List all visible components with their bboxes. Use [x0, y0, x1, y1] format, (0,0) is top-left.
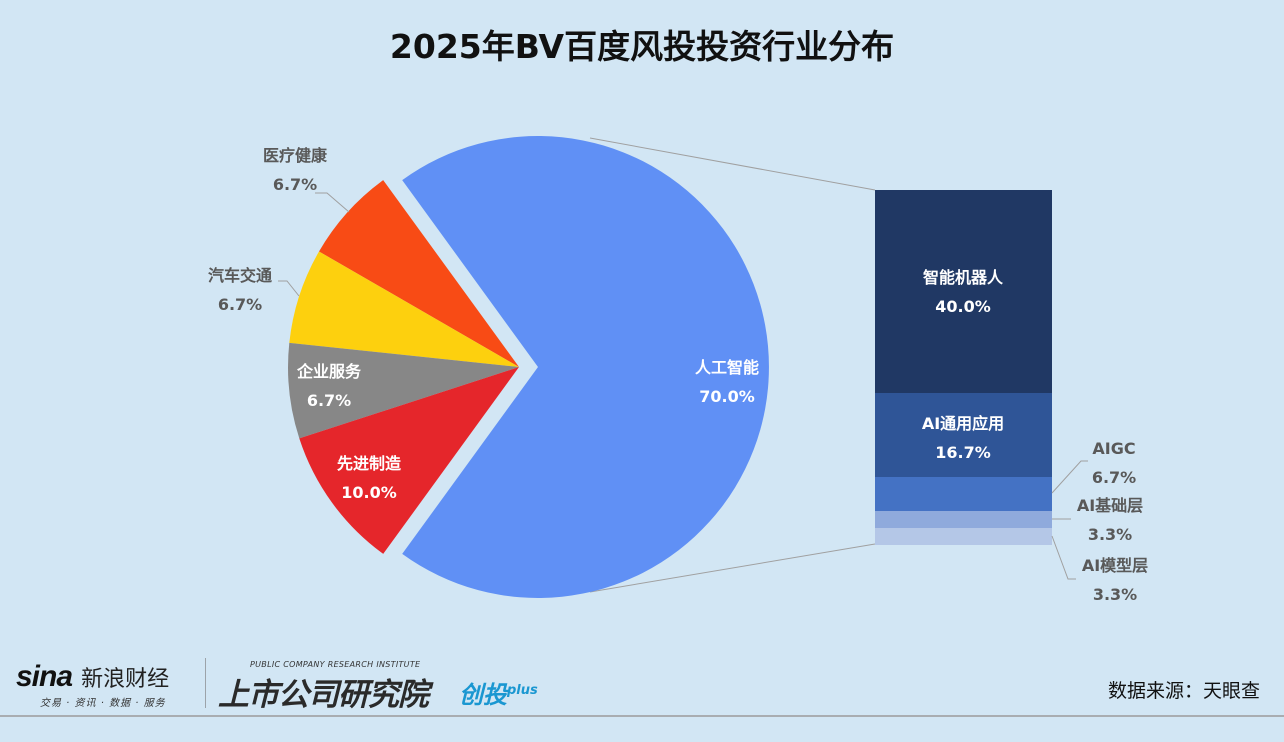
label-enterprise-name: 企业服务	[296, 362, 361, 381]
label-ai: 人工智能 70.0%	[672, 353, 782, 411]
label-manufacturing-value: 10.0%	[341, 483, 397, 502]
leader-line-medical	[315, 192, 350, 213]
bar-segment-ai-base[interactable]	[875, 511, 1052, 528]
chuangtou-plus-logo: 创投plus	[459, 675, 538, 710]
bar-segment-ai-model[interactable]	[875, 528, 1052, 545]
bar-segment-ai-general[interactable]	[875, 393, 1052, 477]
label-ai-general: AI通用应用 16.7%	[893, 409, 1033, 467]
bar-segment-robot[interactable]	[875, 190, 1052, 393]
label-enterprise-value: 6.7%	[306, 391, 352, 410]
label-ai-name: 人工智能	[694, 358, 759, 377]
plus-en: plus	[507, 683, 538, 698]
pie-slice-ai[interactable]	[402, 136, 769, 598]
label-ai-base-name: AI基础层	[1076, 496, 1144, 515]
sina-logo-text: sina	[16, 660, 73, 693]
sina-brand-name: 新浪财经	[81, 667, 170, 692]
pie-slice-enterprise[interactable]	[288, 342, 519, 439]
label-ai-base-value: 3.3%	[1087, 525, 1133, 544]
bar-segment-aigc[interactable]	[875, 477, 1052, 511]
label-ai-model: AI模型层 3.3%	[1065, 551, 1165, 609]
sina-tagline: 交易 · 资讯 · 数据 · 服务	[40, 698, 166, 709]
label-medical: 医疗健康 6.7%	[240, 141, 350, 199]
label-ai-base: AI基础层 3.3%	[1060, 491, 1160, 549]
pie-slice-manufacturing[interactable]	[299, 367, 519, 554]
label-aigc-value: 6.7%	[1091, 468, 1137, 487]
label-ai-model-name: AI模型层	[1081, 556, 1149, 575]
sina-finance-logo: sina 新浪财经 交易 · 资讯 · 数据 · 服务	[16, 660, 169, 709]
label-auto-value: 6.7%	[217, 295, 263, 314]
label-medical-value: 6.7%	[272, 175, 318, 194]
institute-english-name: PUBLIC COMPANY RESEARCH INSTITUTE	[250, 660, 421, 669]
label-aigc-name: AIGC	[1092, 439, 1136, 458]
label-robot-name: 智能机器人	[922, 268, 1003, 287]
footer-rule	[0, 715, 1284, 717]
label-robot-value: 40.0%	[935, 297, 991, 316]
label-medical-name: 医疗健康	[262, 146, 327, 165]
label-ai-general-name: AI通用应用	[921, 414, 1005, 433]
label-robot: 智能机器人 40.0%	[893, 263, 1033, 321]
chart-title: 2025年BV百度风投投资行业分布	[389, 27, 895, 66]
label-ai-general-value: 16.7%	[935, 443, 991, 462]
footer-divider	[205, 658, 206, 708]
leader-line-aigc	[1051, 460, 1088, 494]
connector-line-bottom	[589, 543, 876, 593]
label-manufacturing-name: 先进制造	[336, 454, 401, 473]
label-ai-model-value: 3.3%	[1092, 585, 1138, 604]
institute-chinese-name: 上市公司研究院	[218, 677, 429, 713]
label-enterprise: 企业服务 6.7%	[274, 357, 384, 415]
data-source: 数据来源：天眼查	[1107, 680, 1260, 702]
leader-line-auto	[278, 280, 300, 297]
label-aigc: AIGC 6.7%	[1064, 434, 1164, 492]
pie-slice-medical[interactable]	[319, 180, 519, 367]
leader-line-ai-model	[1051, 535, 1076, 580]
label-ai-value: 70.0%	[699, 387, 755, 406]
label-manufacturing: 先进制造 10.0%	[314, 449, 424, 507]
pie-slice-auto[interactable]	[289, 251, 519, 368]
label-auto: 汽车交通 6.7%	[185, 261, 295, 319]
label-auto-name: 汽车交通	[207, 266, 272, 285]
connector-line-top	[589, 137, 876, 191]
plus-cn: 创投	[459, 681, 507, 709]
